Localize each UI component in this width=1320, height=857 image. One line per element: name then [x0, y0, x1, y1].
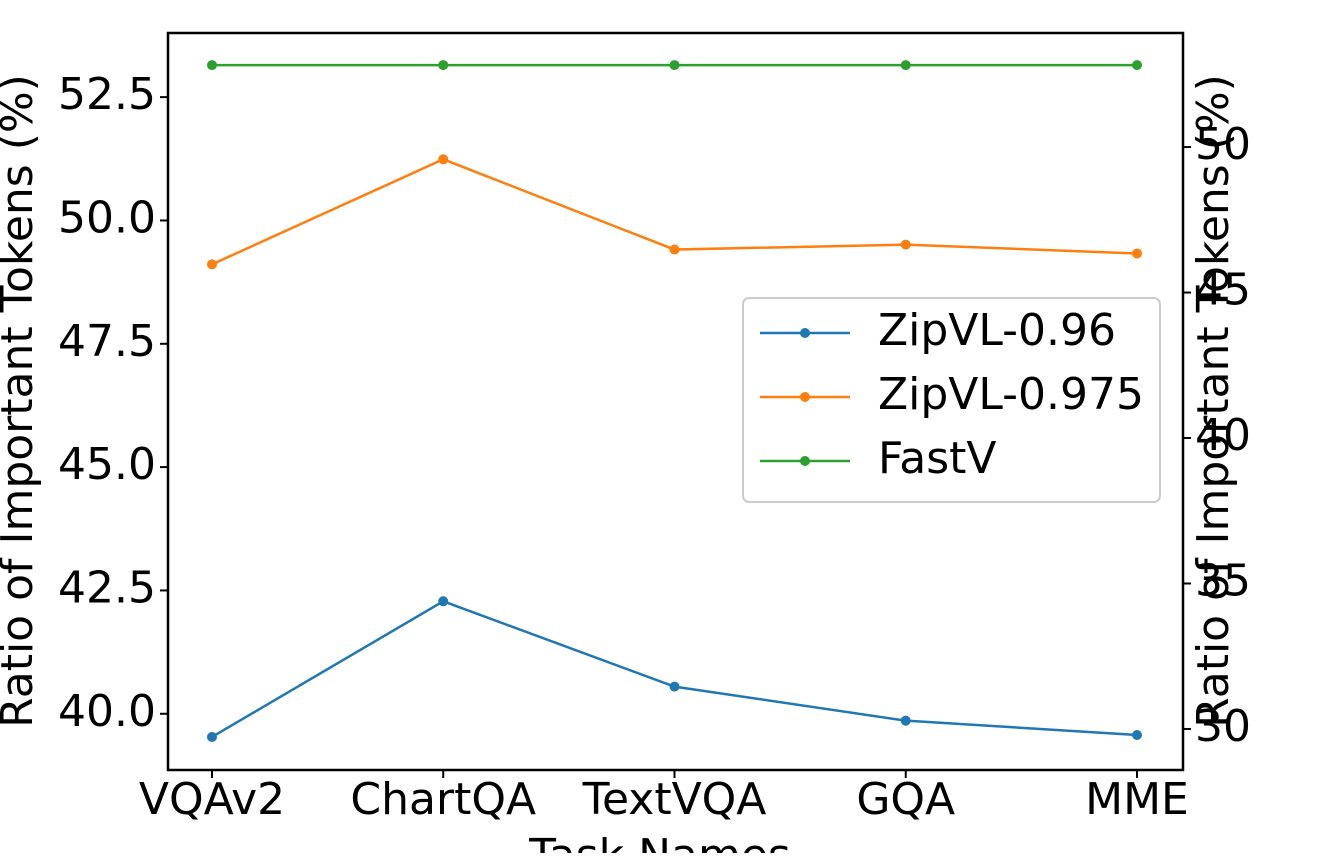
x-tick-label: ChartQA	[350, 774, 536, 825]
x-tick-label: GQA	[856, 774, 955, 825]
point	[669, 244, 680, 255]
x-axis-label: Task Names	[528, 830, 791, 853]
y-tick-label: 52.5	[58, 69, 156, 120]
y2-tick-label: 30	[1195, 701, 1251, 752]
x-tick-label: VQAv2	[139, 774, 285, 825]
y-axis-label: Ratio of Important Tokens (%)	[0, 74, 43, 728]
y2-tick-label: 35	[1195, 555, 1251, 606]
series-line	[211, 599, 1138, 739]
point	[207, 259, 217, 270]
x-tick-label: MME	[1085, 774, 1189, 825]
legend-marker	[800, 328, 810, 338]
point	[1132, 729, 1142, 740]
legend-box	[742, 297, 1161, 503]
legend-label: ZipVL-0.975	[878, 369, 1144, 420]
point	[1132, 60, 1142, 71]
legend-marker	[800, 392, 810, 402]
legend-label: FastV	[878, 433, 997, 484]
y-tick-label: 47.5	[58, 316, 156, 367]
point	[669, 681, 680, 692]
point	[900, 715, 911, 726]
legend-marker	[800, 456, 810, 466]
y-tick-label: 45.0	[58, 439, 156, 490]
point	[438, 60, 449, 71]
point	[900, 60, 911, 71]
point	[438, 154, 449, 165]
point	[207, 60, 217, 71]
y2-tick-label: 45	[1195, 265, 1251, 316]
y-tick-label: 42.5	[58, 562, 156, 613]
y-tick-label: 50.0	[58, 192, 156, 243]
legend-label: ZipVL-0.96	[878, 305, 1116, 356]
y2-axis-label: Ratio of Important Tokens (%)	[1188, 74, 1239, 728]
point	[900, 239, 911, 250]
point	[438, 596, 449, 607]
point	[1132, 248, 1142, 259]
y-tick-label: 40.0	[58, 686, 156, 737]
point	[207, 731, 217, 742]
point	[669, 60, 680, 71]
x-tick-label: TextVQA	[582, 774, 767, 825]
plot-frame	[166, 31, 1185, 772]
y2-tick-label: 40	[1195, 410, 1251, 461]
y2-tick-label: 50	[1195, 119, 1251, 170]
